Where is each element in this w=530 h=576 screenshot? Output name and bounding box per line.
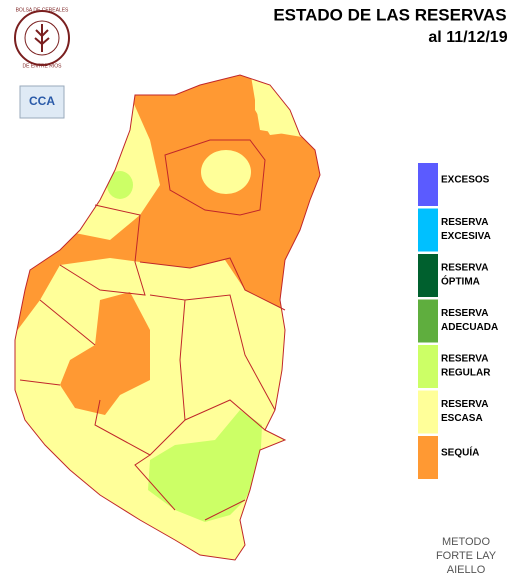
- legend-label: EXCESIVA: [441, 231, 491, 242]
- footer-text: AIELLO: [447, 564, 486, 576]
- logo-text: DE ENTRE RIOS: [23, 63, 63, 69]
- legend-swatch: [418, 208, 438, 252]
- legend-label: REGULAR: [441, 368, 491, 379]
- region-escasa: [201, 150, 251, 194]
- legend-label: RESERVA: [441, 399, 488, 410]
- legend: EXCESOSRESERVAEXCESIVARESERVAÓPTIMARESER…: [418, 163, 498, 479]
- footer-text: METODO: [442, 536, 491, 548]
- legend-label: ÓPTIMA: [441, 275, 480, 288]
- legend-label: EXCESOS: [441, 175, 490, 186]
- logo-cca: CCA: [19, 85, 65, 119]
- region-sequia: [15, 75, 320, 340]
- footer: METODO FORTE LAY AIELLO: [436, 536, 497, 576]
- legend-label: ADECUADA: [441, 322, 498, 333]
- legend-label: RESERVA: [441, 217, 488, 228]
- date: al 11/12/19: [428, 29, 507, 46]
- legend-swatch: [418, 390, 438, 434]
- legend-label: ESCASA: [441, 413, 483, 424]
- legend-swatch: [418, 254, 438, 297]
- title: ESTADO DE LAS RESERVAS: [273, 5, 506, 24]
- region-regular: [107, 171, 133, 199]
- legend-label: SEQUÍA: [441, 446, 479, 459]
- legend-swatch: [418, 345, 438, 388]
- region-sequia: [60, 292, 150, 415]
- department-borders: [14, 74, 321, 561]
- logo-text: CCA: [29, 94, 55, 108]
- footer-text: FORTE LAY: [436, 550, 497, 562]
- legend-swatch: [418, 163, 438, 206]
- logo-bolsa: BOLSA DE CEREALES DE ENTRE RIOS: [14, 7, 70, 69]
- legend-label: RESERVA: [441, 308, 488, 319]
- logo-text: BOLSA DE CEREALES: [16, 7, 69, 13]
- map: [14, 74, 321, 561]
- region-regular: [148, 410, 262, 522]
- legend-label: RESERVA: [441, 354, 488, 365]
- legend-swatch: [418, 436, 438, 479]
- legend-label: RESERVA: [441, 263, 488, 274]
- legend-swatch: [418, 299, 438, 343]
